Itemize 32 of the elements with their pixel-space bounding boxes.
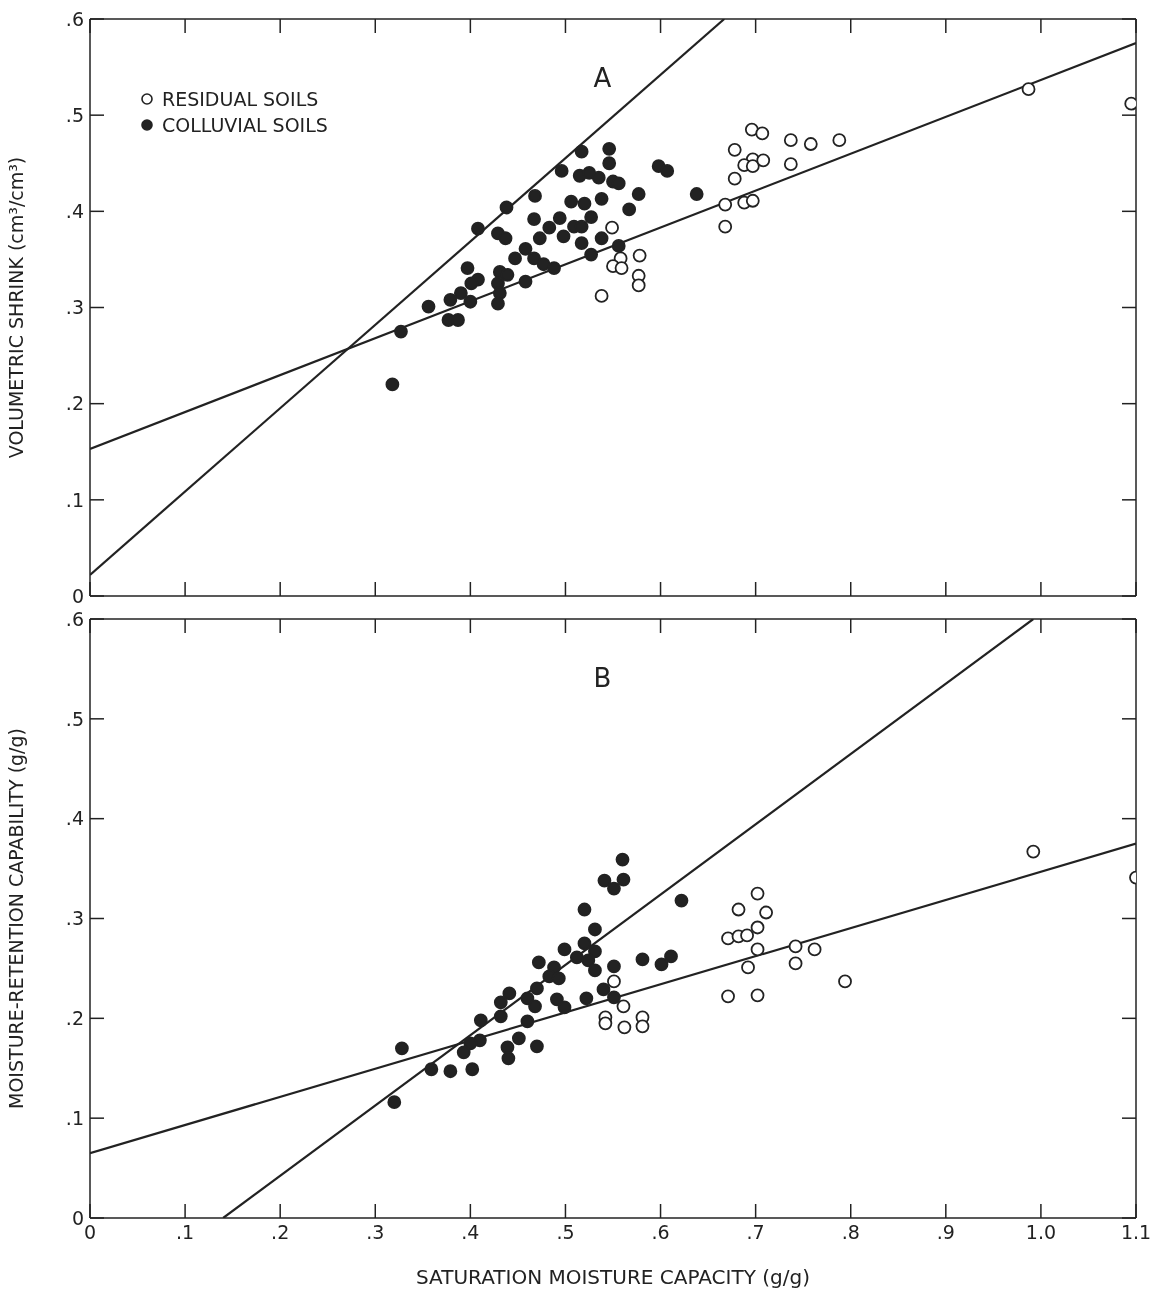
x-axis-title: SATURATION MOISTURE CAPACITY (g/g) [416, 1265, 810, 1289]
x-tick-label: .4 [461, 1221, 480, 1244]
y-tick-label: .5 [65, 707, 84, 730]
x-tick-label: 1.0 [1025, 1221, 1057, 1244]
x-tick-label: .5 [556, 1221, 575, 1244]
x-tick-label: .9 [936, 1221, 955, 1244]
y-tick-label: .1 [65, 1106, 84, 1129]
x-tick-label: .3 [366, 1221, 385, 1244]
annotation: A [593, 63, 612, 93]
y-tick-label: .2 [65, 1007, 84, 1030]
y-tick-label: .3 [65, 907, 84, 930]
y-tick-label: 0 [71, 584, 84, 607]
y-tick-label: 0 [71, 1206, 84, 1229]
legend-label: RESIDUAL SOILS [162, 88, 319, 110]
x-tick-label: .2 [271, 1221, 290, 1244]
y-axis-title: MOISTURE-RETENTION CAPABILITY (g/g) [4, 728, 27, 1109]
y-tick-label: .2 [65, 392, 84, 415]
y-tick-label: .6 [65, 7, 84, 30]
y-tick-label: .4 [65, 807, 84, 830]
x-tick-label: .7 [746, 1221, 765, 1244]
y-axis-title: VOLUMETRIC SHRINK (cm³/cm³) [4, 156, 27, 459]
x-tick-label: 1.1 [1120, 1221, 1152, 1244]
y-tick-label: .3 [65, 296, 84, 319]
y-tick-label: .4 [65, 200, 84, 223]
x-tick-label: .8 [841, 1221, 860, 1244]
legend-label: COLLUVIAL SOILS [162, 114, 328, 136]
x-tick-label: .1 [176, 1221, 195, 1244]
y-tick-label: .6 [65, 607, 84, 630]
annotation: B [593, 663, 612, 693]
y-tick-label: .5 [65, 103, 84, 126]
x-tick-label: .6 [651, 1221, 670, 1244]
y-tick-label: .1 [65, 488, 84, 511]
